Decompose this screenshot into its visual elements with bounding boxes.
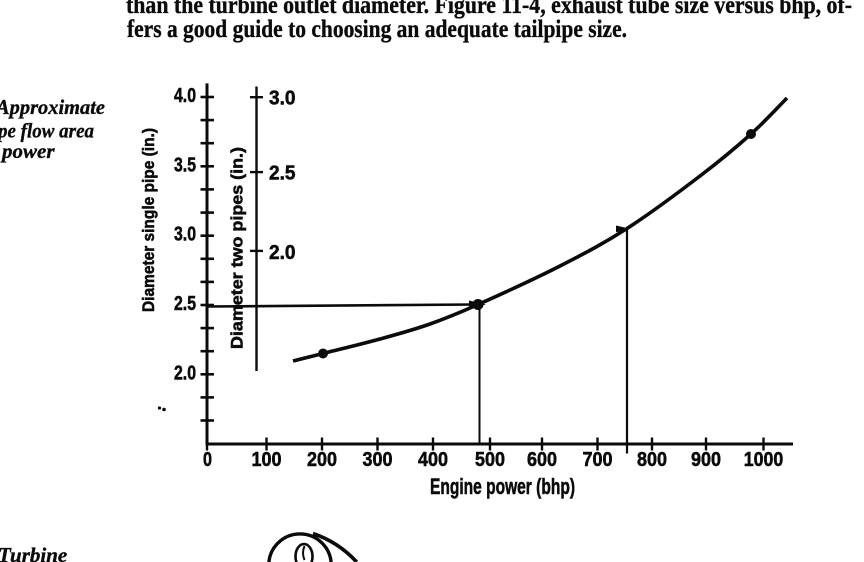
svg-text:400: 400 xyxy=(418,449,448,471)
svg-text:power: power xyxy=(0,139,55,163)
svg-text:Turbine: Turbine xyxy=(0,543,67,562)
svg-text:3.0: 3.0 xyxy=(269,88,296,110)
svg-text:Diameter two pipes (in.): Diameter two pipes (in.) xyxy=(228,147,247,349)
svg-text:1000: 1000 xyxy=(744,449,784,471)
svg-text:Engine power (bhp): Engine power (bhp) xyxy=(430,474,575,499)
svg-text:100: 100 xyxy=(252,449,282,471)
svg-text:pe flow area: pe flow area xyxy=(0,119,94,143)
svg-text:200: 200 xyxy=(307,449,337,471)
svg-text:3.5: 3.5 xyxy=(174,154,196,176)
svg-text:Approximate: Approximate xyxy=(0,95,105,119)
svg-text:2.0: 2.0 xyxy=(269,242,296,264)
svg-text:300: 300 xyxy=(363,449,393,471)
svg-text:4.0: 4.0 xyxy=(174,85,196,107)
svg-text:2.5: 2.5 xyxy=(174,293,196,315)
svg-text:Diameter single pipe (in.): Diameter single pipe (in.) xyxy=(139,128,158,312)
svg-text:800: 800 xyxy=(637,449,667,471)
svg-text:0: 0 xyxy=(203,449,212,471)
svg-text:600: 600 xyxy=(527,449,557,471)
svg-text:500: 500 xyxy=(475,449,505,471)
svg-text:900: 900 xyxy=(691,449,721,471)
svg-text:2.5: 2.5 xyxy=(269,163,296,185)
svg-text:700: 700 xyxy=(583,449,613,471)
svg-text:fers a good guide to choosing: fers a good guide to choosing an adequat… xyxy=(127,16,627,43)
svg-text:2.0: 2.0 xyxy=(174,362,196,384)
svg-text:than the turbine outlet diamet: than the turbine outlet diameter. Figure… xyxy=(126,0,852,19)
svg-text:3.0: 3.0 xyxy=(174,224,196,246)
